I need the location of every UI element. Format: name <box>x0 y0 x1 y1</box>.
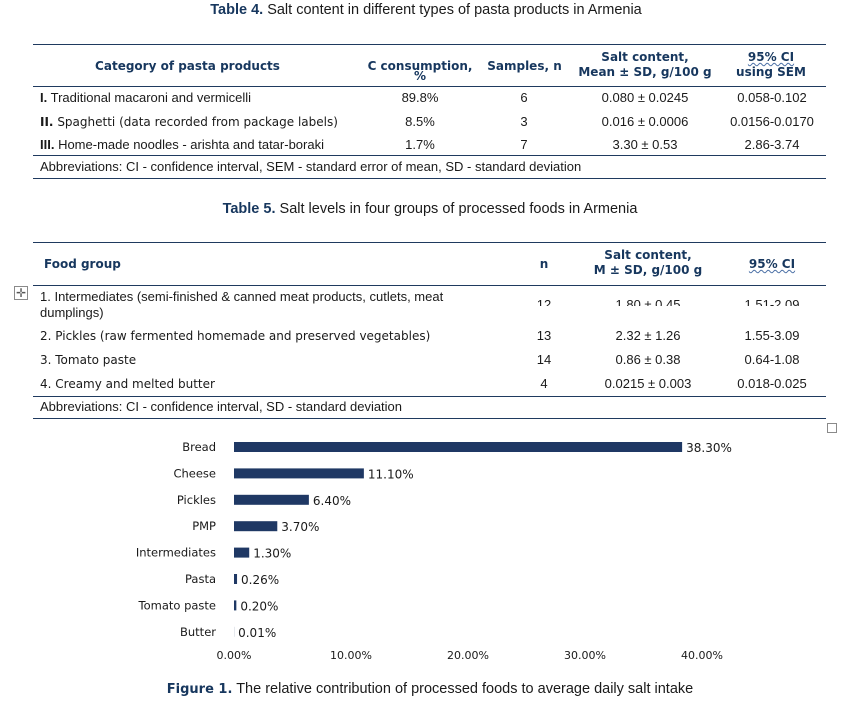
table5-header-rule <box>33 285 826 286</box>
table5-header-salt: Salt content, M ± SD, g/100 g <box>593 248 703 277</box>
table4-row-consumption: 8.5% <box>405 114 435 129</box>
table4-caption: Table 4. Salt content in different types… <box>0 2 852 18</box>
x-tick-label: 10.00% <box>330 649 372 662</box>
table5-top-rule <box>33 242 826 243</box>
category-label: Intermediates <box>136 546 216 560</box>
table5-row-ci: 1.51-2.09 <box>744 297 800 306</box>
table5-caption-label: Table 5. <box>222 201 276 217</box>
table5-row-name: 2. Pickles (raw fermented homemade and p… <box>40 329 431 343</box>
table5-row-ci: 1.55-3.09 <box>744 328 800 343</box>
table5-row-name: 4. Creamy and melted butter <box>40 377 215 391</box>
table5-row-salt: 2.32 ± 1.26 <box>615 328 681 343</box>
x-tick-label: 30.00% <box>564 649 606 662</box>
table4-header-rule <box>33 86 826 87</box>
table4-row-ci: 0.0156-0.0170 <box>730 114 814 129</box>
figure1-caption-label: Figure 1. <box>166 682 233 697</box>
table4-row-salt: 0.016 ± 0.0006 <box>601 114 689 129</box>
table5-row-salt: 0.86 ± 0.38 <box>615 352 681 367</box>
table4-row-salt: 0.080 ± 0.0245 <box>601 90 689 105</box>
table5-row-name: 3. Tomato paste <box>40 353 137 367</box>
table4-row-salt: 3.30 ± 0.53 <box>612 137 678 152</box>
table4-row-samples: 3 <box>520 114 528 129</box>
table4-header-category: Category of pasta products <box>95 59 280 73</box>
table4-row-samples: 7 <box>520 137 528 152</box>
table5-row-n: 4 <box>540 376 548 391</box>
salt-contribution-bar-chart: Bread 38.30% Cheese 11.10% Pickles 6.40% PMP 3.… <box>136 440 732 662</box>
table5-row-n: 12 <box>536 297 552 306</box>
table4-bottom-rule <box>33 178 826 179</box>
data-label: 1.30% <box>253 547 291 561</box>
table5-row-salt: 1.80 ± 0.45 <box>615 297 681 306</box>
table5-header-n: n <box>539 257 549 271</box>
table4-row-ci: 0.058-0.102 <box>737 90 807 105</box>
data-label: 38.30% <box>686 441 732 455</box>
table5-caption-text: Salt levels in four groups of processed … <box>275 201 638 217</box>
bar <box>234 468 364 479</box>
table5-row-n: 14 <box>536 352 552 367</box>
bar <box>234 494 309 505</box>
table4-row-consumption: 1.7% <box>405 137 435 152</box>
table4-row-ci: 2.86-3.74 <box>744 137 800 152</box>
table4-header-samples: Samples, n <box>487 59 562 73</box>
table4-header-consumption: C consumption, % <box>367 59 473 83</box>
x-tick-label: 40.00% <box>681 649 723 662</box>
bar <box>234 574 238 584</box>
bar <box>234 521 278 532</box>
figure1-caption: Figure 1. The relative contribution of p… <box>0 681 852 697</box>
table5-body-rule <box>33 396 826 397</box>
table5-caption: Table 5. Salt levels in four groups of p… <box>0 201 852 217</box>
table4-header-salt: Salt content, Mean ± SD, g/100 g <box>578 50 712 79</box>
data-label: 0.20% <box>240 599 278 613</box>
table5-row-name: 1. Intermediates (semi-finished & canned… <box>40 289 444 320</box>
table5-row-ci: 0.018-0.025 <box>737 376 807 391</box>
table5-header-ci: 95% CI <box>748 257 796 271</box>
category-label: Cheese <box>173 466 216 480</box>
table5-row-n: 13 <box>536 328 552 343</box>
table5-row-ci: 0.64-1.08 <box>744 352 800 367</box>
category-label: Pickles <box>177 493 216 507</box>
table5-abbreviations: Abbreviations: CI - confidence interval,… <box>40 399 403 414</box>
x-tick-label: 20.00% <box>447 649 489 662</box>
data-label: 3.70% <box>281 520 319 534</box>
data-label: 0.01% <box>238 626 276 640</box>
figure1-caption-text: The relative contribution of processed f… <box>232 681 694 697</box>
bar <box>234 600 237 611</box>
table4-row-name: I. Traditional macaroni and vermicelli <box>40 90 251 105</box>
table4-body-rule <box>33 155 826 156</box>
table-resize-handle[interactable] <box>827 423 837 433</box>
bar <box>234 547 250 558</box>
table4-abbreviations: Abbreviations: CI - confidence interval,… <box>40 159 582 174</box>
table5-row-salt: 0.0215 ± 0.003 <box>604 376 692 391</box>
table4-caption-text: Salt content in different types of pasta… <box>263 2 642 18</box>
table4-row-name: III. Home-made noodles - arishta and tat… <box>40 137 324 152</box>
category-label: PMP <box>192 519 216 533</box>
table4-row-samples: 6 <box>520 90 528 105</box>
table-move-handle-icon[interactable]: ✛ <box>14 286 28 300</box>
category-label: Bread <box>182 440 216 454</box>
data-label: 11.10% <box>368 467 414 481</box>
table4-row-name: II. Spaghetti (data recorded from packag… <box>40 115 338 129</box>
table4-caption-label: Table 4. <box>210 2 264 18</box>
table4-row-consumption: 89.8% <box>401 90 439 105</box>
table5-header-food-group: Food group <box>44 257 121 271</box>
table5-bottom-rule <box>33 418 826 419</box>
x-tick-label: 0.00% <box>217 649 252 662</box>
data-label: 0.26% <box>241 573 279 587</box>
category-label: Tomato paste <box>138 598 216 612</box>
table4-header-ci: 95% CI using SEM <box>736 50 806 79</box>
bar <box>234 442 683 452</box>
table4-top-rule <box>33 44 826 45</box>
category-label: Butter <box>180 625 216 639</box>
category-label: Pasta <box>185 572 216 586</box>
data-label: 6.40% <box>313 494 351 508</box>
